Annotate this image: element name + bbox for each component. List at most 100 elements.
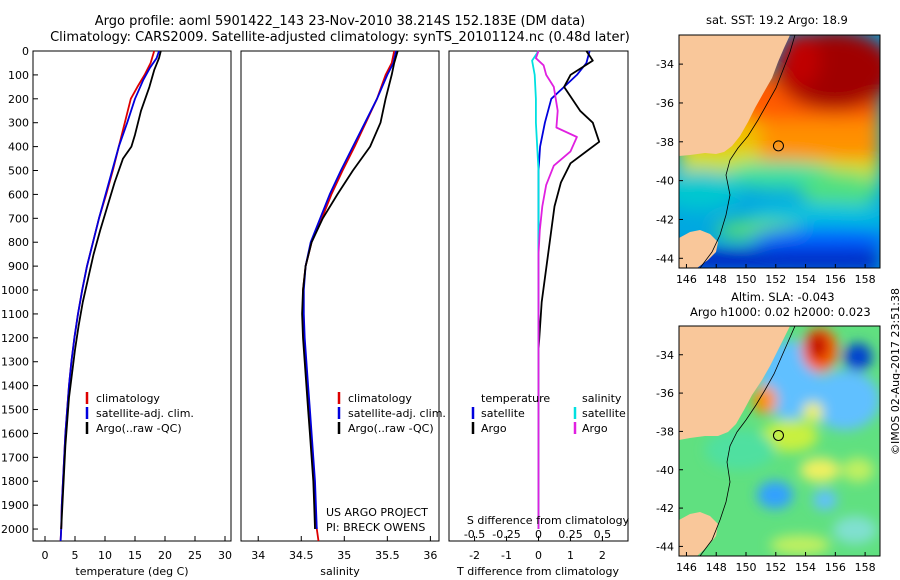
x-tick-label: 0 — [535, 549, 542, 562]
depth-tick-label: 200 — [8, 93, 29, 106]
lat-tick-label: -42 — [656, 502, 674, 515]
depth-tick-label: 1700 — [1, 451, 29, 464]
lat-tick-label: -36 — [656, 387, 674, 400]
salinity-panel-frame — [240, 50, 440, 542]
x-tick-label: 34.5 — [289, 549, 314, 562]
x-tick-label: 10 — [98, 549, 112, 562]
temperature-axis-label: temperature (deg C) — [75, 565, 188, 578]
argo-position-marker — [772, 429, 784, 441]
lon-tick-label: 152 — [765, 273, 786, 286]
depth-tick-label: 1000 — [1, 284, 29, 297]
lat-tick-label: -34 — [656, 58, 674, 71]
lat-tick-label: -40 — [656, 175, 674, 188]
s-diff-tick-label: -0.5 — [464, 528, 485, 541]
temperature-panel-frame — [32, 50, 232, 542]
legend-label-s-argo: Argo — [582, 422, 608, 435]
s-difference-axis-label: S difference from climatology — [467, 514, 630, 527]
x-tick-label: -2 — [469, 549, 480, 562]
depth-tick-label: 0 — [22, 45, 29, 58]
depth-tick-label: 1100 — [1, 308, 29, 321]
x-tick-label: 35.5 — [375, 549, 400, 562]
copyright-stamp: ©IMOS 02-Aug-2017 23:51:38 — [889, 288, 900, 455]
lon-tick-label: 156 — [825, 273, 846, 286]
salinity-legend: climatology satellite-adj. clim. Argo(..… — [337, 392, 446, 435]
s-diff-tick-label: -0.25 — [492, 528, 520, 541]
x-tick-label: 2 — [599, 549, 606, 562]
x-tick-label: 0 — [42, 549, 49, 562]
lon-tick-label: 148 — [706, 561, 727, 574]
depth-tick-label: 800 — [8, 236, 29, 249]
legend-title-temperature: temperature — [481, 392, 550, 405]
legend-label-climatology: climatology — [348, 392, 412, 405]
sla-land-mass — [679, 326, 790, 440]
depth-tick-label: 2000 — [1, 523, 29, 536]
figure-title-line1: Argo profile: aoml 5901422_143 23-Nov-20… — [94, 14, 586, 29]
lon-tick-label: 146 — [676, 273, 697, 286]
lon-tick-label: 154 — [795, 561, 816, 574]
lat-tick-label: -44 — [656, 540, 674, 553]
depth-tick-label: 1400 — [1, 380, 29, 393]
series-line-argo-raw-qc- — [60, 50, 162, 530]
lat-tick-label: -42 — [656, 213, 674, 226]
depth-tick-label: 1600 — [1, 427, 29, 440]
sla-map-title: Altim. SLA: -0.043 — [731, 290, 835, 304]
project-annotation-line2: PI: BRECK OWENS — [326, 521, 425, 534]
legend-title-salinity: salinity — [582, 392, 622, 405]
lon-tick-label: 156 — [825, 561, 846, 574]
depth-tick-label: 1200 — [1, 332, 29, 345]
s-diff-tick-label: 0.25 — [558, 528, 583, 541]
depth-tick-label: 1300 — [1, 356, 29, 369]
legend-label-satellite: satellite-adj. clim. — [348, 407, 446, 420]
lat-tick-label: -34 — [656, 349, 674, 362]
figure-title-line2: Climatology: CARS2009. Satellite-adjuste… — [50, 30, 630, 45]
lon-tick-label: 158 — [855, 561, 876, 574]
x-tick-label: -1 — [501, 549, 512, 562]
salinity-axis-label: salinity — [320, 565, 360, 578]
legend-label-s-satellite: satellite — [582, 407, 626, 420]
x-tick-label: 25 — [188, 549, 202, 562]
x-tick-label: 1 — [567, 549, 574, 562]
depth-tick-label: 1800 — [1, 475, 29, 488]
x-tick-label: 34 — [251, 549, 265, 562]
t-difference-axis-label: T difference from climatology — [456, 565, 619, 578]
x-tick-label: 36 — [423, 549, 437, 562]
lon-tick-label: 154 — [795, 273, 816, 286]
argo-position-marker — [772, 140, 784, 152]
legend-label-argo: Argo(..raw -QC) — [96, 422, 182, 435]
depth-tick-label: 1500 — [1, 404, 29, 417]
lat-tick-label: -38 — [656, 425, 674, 438]
x-tick-label: 20 — [158, 549, 172, 562]
legend-label-climatology: climatology — [96, 392, 160, 405]
legend-label-satellite: satellite-adj. clim. — [96, 407, 194, 420]
sst-map-title: sat. SST: 19.2 Argo: 18.9 — [706, 13, 848, 27]
lat-tick-label: -38 — [656, 136, 674, 149]
legend-label-argo: Argo(..raw -QC) — [348, 422, 434, 435]
x-tick-label: 35 — [337, 549, 351, 562]
lon-tick-label: 150 — [736, 561, 757, 574]
project-annotation-line1: US ARGO PROJECT — [326, 506, 428, 519]
lon-tick-label: 152 — [765, 561, 786, 574]
sla-map-subtitle: Argo h1000: 0.02 h2000: 0.023 — [690, 305, 871, 319]
lon-tick-label: 146 — [676, 561, 697, 574]
depth-tick-label: 600 — [8, 188, 29, 201]
sla-isobath — [699, 326, 796, 556]
sst-land-mass — [679, 35, 790, 156]
lon-tick-label: 158 — [855, 273, 876, 286]
lat-tick-label: -40 — [656, 464, 674, 477]
x-tick-label: 15 — [128, 549, 142, 562]
depth-tick-label: 900 — [8, 260, 29, 273]
sst-map: 146 148 150 152 154 156 158 -34 -36 -38 -40 -42 -44 — [656, 34, 881, 286]
x-tick-label: 5 — [72, 549, 79, 562]
sst-isobath — [699, 35, 796, 268]
depth-tick-label: 100 — [8, 69, 29, 82]
depth-tick-label: 400 — [8, 141, 29, 154]
depth-tick-label: 500 — [8, 165, 29, 178]
depth-tick-label: 1900 — [1, 499, 29, 512]
lat-tick-label: -44 — [656, 252, 674, 265]
x-tick-label: 30 — [218, 549, 232, 562]
depth-tick-label: 700 — [8, 212, 29, 225]
series-line-argo-raw-qc- — [301, 50, 399, 530]
sst-tasmania — [679, 230, 718, 268]
difference-legend: temperature satellite Argo salinity sate… — [471, 392, 626, 435]
